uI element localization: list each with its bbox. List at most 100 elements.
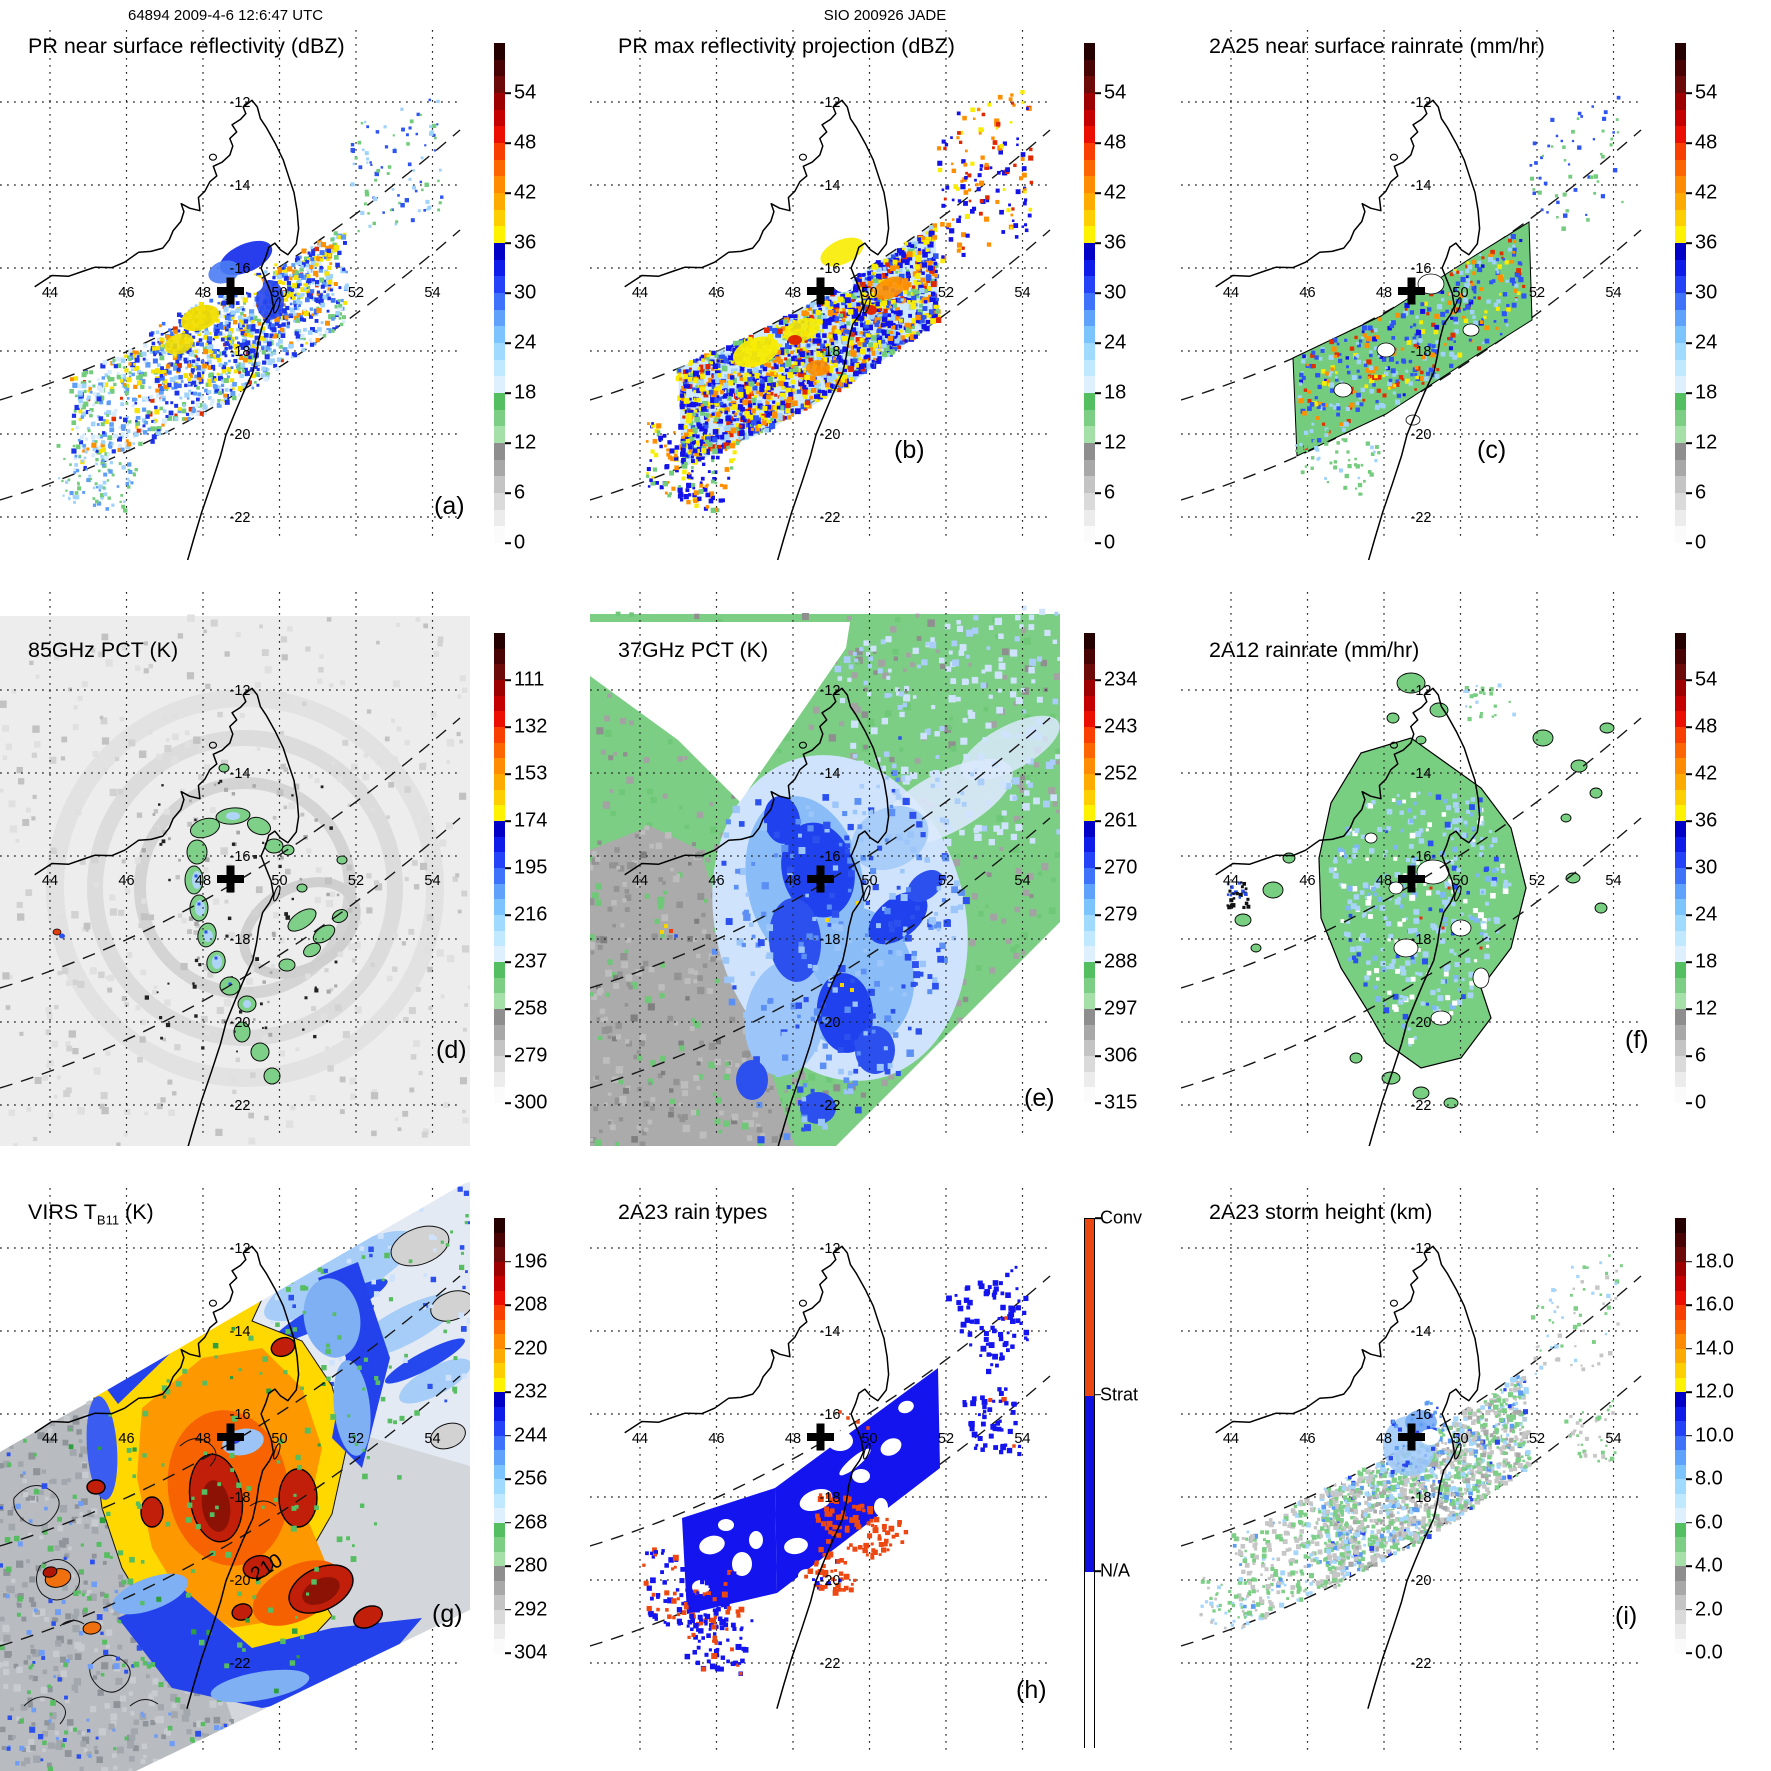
panel-title: 2A23 rain types bbox=[618, 1200, 767, 1227]
colorbar-segment bbox=[1084, 821, 1095, 838]
colorbar-segment bbox=[1675, 648, 1686, 665]
speckle-field bbox=[804, 1546, 857, 1596]
island-outline bbox=[208, 1299, 217, 1307]
svg-text:52: 52 bbox=[348, 285, 364, 301]
panel-letter: (c) bbox=[1477, 436, 1507, 464]
panel-letter: (i) bbox=[1615, 1602, 1638, 1630]
panel-e: 37GHz PCT (K) 44 46 48 50 52 54 -12 -14 -16 -18 -2… bbox=[590, 588, 1180, 1146]
colorbar-segment bbox=[1675, 1435, 1686, 1451]
colorbar-tick bbox=[505, 142, 511, 144]
colorbar-tick bbox=[1095, 726, 1101, 728]
colorbar-segment bbox=[1675, 1479, 1686, 1494]
colorbar-segment bbox=[494, 359, 505, 377]
colorbar-segment bbox=[494, 915, 505, 932]
colorbar-tick-label: 48 bbox=[1104, 131, 1127, 154]
svg-text:48: 48 bbox=[195, 285, 211, 301]
colorbar-segment bbox=[1675, 1522, 1686, 1538]
colorbar-tick bbox=[1686, 773, 1692, 775]
grid-labels: 44 46 48 50 52 54 -12 -14 -16 -18 -20 -22 bbox=[632, 95, 1031, 526]
island-outline bbox=[863, 1443, 871, 1460]
colorbar-tick bbox=[505, 1347, 511, 1350]
colorbar-tick bbox=[1686, 914, 1692, 916]
colorbar-segment bbox=[494, 805, 505, 822]
colorbar-segment bbox=[1675, 1276, 1686, 1291]
colorbar-tick-label: 24 bbox=[1695, 903, 1718, 926]
colorbar-segment bbox=[494, 276, 505, 294]
colorbar-bar bbox=[1675, 43, 1686, 544]
colorbar-tick-label: 18 bbox=[1695, 381, 1718, 404]
colorbar-tick-label: 10.0 bbox=[1695, 1424, 1734, 1446]
colorbar-tick-label: 54 bbox=[514, 81, 537, 104]
colorbar-segment bbox=[1084, 293, 1095, 311]
colorbar-segment bbox=[1085, 1219, 1094, 1397]
colorbar-segment bbox=[494, 393, 505, 411]
colorbar-segment bbox=[494, 293, 505, 311]
colorbar-tick-label: 0 bbox=[1695, 531, 1707, 554]
colorbar-segment bbox=[494, 648, 505, 665]
colorbar-tick-label: 36 bbox=[1104, 231, 1127, 254]
speckle-field bbox=[1231, 1487, 1346, 1626]
speckle-field bbox=[936, 89, 1034, 264]
title-text: 2A23 storm height (km) bbox=[1209, 1200, 1433, 1224]
colorbar-tick bbox=[1095, 914, 1101, 916]
colorbar-segment bbox=[494, 376, 505, 394]
colorbar-segment bbox=[494, 695, 505, 712]
map-f: 44 46 48 50 52 54-12-14-16-18-20-22 bbox=[1181, 592, 1643, 1146]
storm-center-cross bbox=[217, 865, 244, 893]
colorbar-tick bbox=[505, 292, 511, 294]
island-outline bbox=[1389, 1299, 1398, 1307]
colorbar-tick-label: 36 bbox=[1695, 231, 1718, 254]
colorbar-segment bbox=[1675, 695, 1686, 712]
colorbar-tick-label: 111 bbox=[514, 668, 545, 691]
colorbar-segment bbox=[1084, 789, 1095, 806]
colorbar-tick-label: Conv bbox=[1100, 1207, 1143, 1228]
colorbar-segment bbox=[1675, 1537, 1686, 1552]
colorbar-tick bbox=[1095, 92, 1101, 94]
colorbar-segment bbox=[494, 509, 505, 527]
colorbar-tick bbox=[505, 914, 511, 916]
colorbar-tick bbox=[1095, 392, 1101, 394]
colorbar-tick-label: 16.0 bbox=[1695, 1293, 1734, 1316]
colorbar-segment bbox=[1085, 1395, 1094, 1573]
colorbar-segment bbox=[1675, 1566, 1686, 1581]
colorbar-segment bbox=[1084, 393, 1095, 411]
colorbar-segment bbox=[1084, 359, 1095, 377]
colorbar-segment bbox=[1084, 493, 1095, 511]
map-h: 44 46 48 50 52 54-12-14-16-18-20-22 bbox=[590, 1188, 1052, 1754]
svg-text:-14: -14 bbox=[230, 178, 251, 194]
colorbar-tick-label: 252 bbox=[1104, 762, 1138, 785]
colorbar-segment bbox=[494, 59, 505, 77]
svg-text:54: 54 bbox=[424, 285, 440, 301]
colorbar-tick bbox=[1095, 142, 1101, 144]
colorbar-segment bbox=[1084, 509, 1095, 527]
speckle-field bbox=[1294, 426, 1381, 496]
colorbar-tick bbox=[1686, 192, 1692, 194]
colorbar-tick-label: 6.0 bbox=[1695, 1511, 1723, 1533]
svg-text:46: 46 bbox=[708, 285, 724, 301]
colorbar-bar bbox=[1084, 1218, 1095, 1750]
colorbar-segment bbox=[1675, 1551, 1686, 1567]
colorbar-segment bbox=[1084, 695, 1095, 712]
colorbar-bar bbox=[494, 633, 505, 1104]
colorbar-segment bbox=[494, 209, 505, 227]
speckle-field bbox=[675, 223, 942, 469]
colorbar-segment bbox=[1675, 1305, 1686, 1320]
colorbar-segment bbox=[494, 476, 505, 494]
colorbar-tick bbox=[1095, 492, 1101, 494]
speckle-field bbox=[1199, 1576, 1252, 1630]
panel-letter: (h) bbox=[1016, 1676, 1047, 1704]
colorbar-tick-label: 280 bbox=[514, 1554, 548, 1577]
colorbar-segment bbox=[1084, 93, 1095, 111]
colorbar-segment bbox=[1675, 259, 1686, 277]
colorbar-tick bbox=[1686, 442, 1692, 444]
colorbar-segment bbox=[494, 1522, 505, 1538]
island-outline bbox=[208, 741, 217, 749]
colorbar-segment bbox=[1084, 526, 1095, 544]
colorbar-segment bbox=[1675, 633, 1686, 650]
colorbar-segment bbox=[1084, 109, 1095, 127]
colorbar-segment bbox=[1084, 1071, 1095, 1088]
colorbar-segment bbox=[494, 1087, 505, 1104]
colorbar-tick-label: 24 bbox=[514, 331, 537, 354]
island-outline bbox=[798, 1299, 807, 1307]
colorbar-segment bbox=[494, 1305, 505, 1320]
